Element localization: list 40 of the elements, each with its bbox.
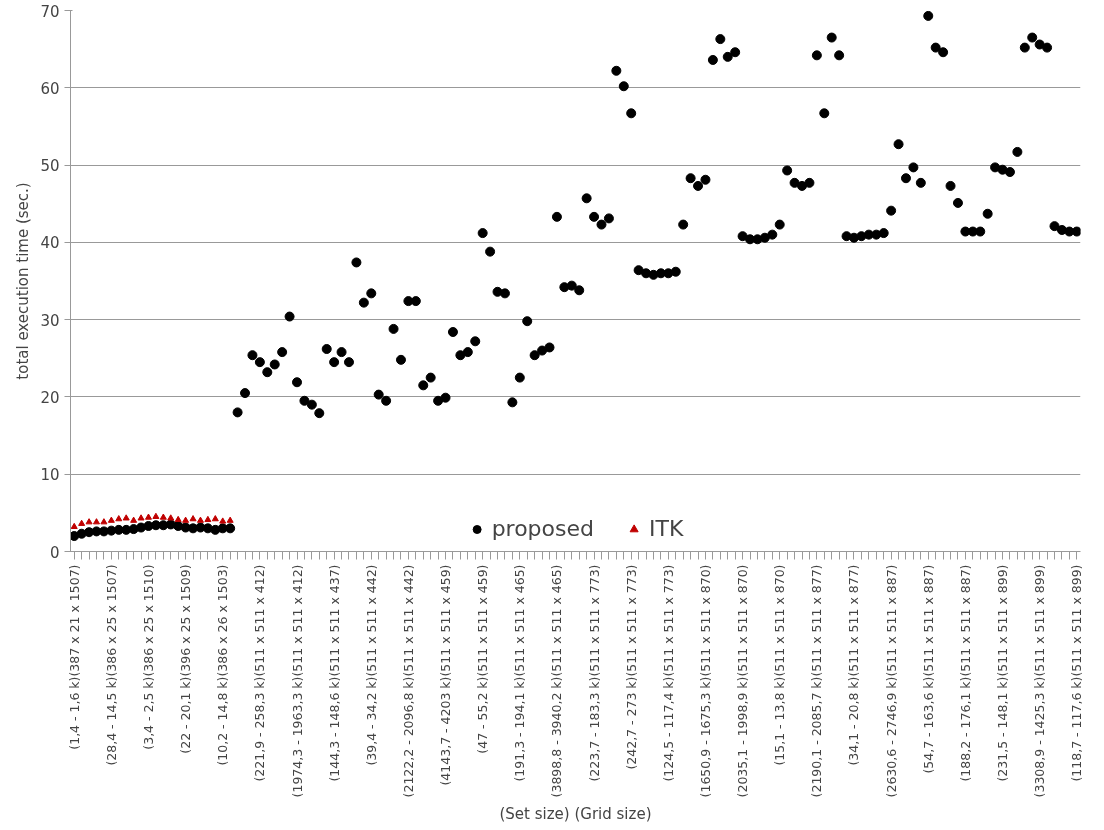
y-tick-label: 70 xyxy=(40,2,60,21)
x-tick-label: (2190,1 - 2085,7 k)(511 x 511 x 877) xyxy=(809,564,825,798)
x-tick-label: (242,7 - 273 k)(511 x 511 x 773) xyxy=(623,564,639,770)
x-tick-label: (2035,1 - 1998,9 k)(511 x 511 x 870) xyxy=(735,564,751,798)
y-tick-label: 30 xyxy=(40,311,60,330)
x-tick-label: (231,5 - 148,1 k)(511 x 511 x 899) xyxy=(995,564,1011,782)
y-tick-label: 20 xyxy=(40,388,60,407)
x-tick-label: (1650,9 - 1675,3 k)(511 x 511 x 870) xyxy=(697,564,713,798)
y-tick-label: 60 xyxy=(40,79,60,98)
x-tick-label: (1,4 - 1,6 k)(387 x 21 x 1507) xyxy=(66,564,82,750)
x-tick-label: (191,3 - 194,1 k)(511 x 511 x 465) xyxy=(512,564,528,782)
x-tick-label: (188,2 - 176,1 k)(511 x 511 x 887) xyxy=(957,564,973,782)
x-tick-label: (34,1 - 20,8 k)(511 x 511 x 877) xyxy=(846,564,862,766)
x-tick-label: (2122,2 - 2096,8 k)(511 x 511 x 442) xyxy=(400,564,416,798)
y-tick-label: 50 xyxy=(40,157,60,176)
x-tick-label: (3308,9 - 1425,3 k)(511 x 511 x 899) xyxy=(1032,564,1048,798)
x-tick-label: (47 - 55,2 k)(511 x 511 x 459) xyxy=(475,564,491,754)
y-axis-title: total execution time (sec.) xyxy=(14,182,33,380)
x-tick-label: (144,3 - 148,6 k)(511 x 511 x 437) xyxy=(326,564,342,782)
legend-label: ITK xyxy=(649,516,684,541)
x-tick-label: (10,2 - 14,8 k)(386 x 26 x 1503) xyxy=(215,564,231,766)
x-tick-label: (54,7 - 163,6 k)(511 x 511 x 887) xyxy=(920,564,936,774)
x-tick-label: (3898,8 - 3940,2 k)(511 x 511 x 465) xyxy=(549,564,565,798)
x-tick-label: (118,7 - 117,6 k)(511 x 511 x 899) xyxy=(1069,564,1085,782)
x-tick-label: (28,4 - 14,5 k)(386 x 25 x 1507) xyxy=(103,564,119,766)
x-tick-label: (221,9 - 258,3 k)(511 x 511 x 412) xyxy=(252,564,268,782)
x-tick-label: (3,4 - 2,5 k)(386 x 25 x 1510) xyxy=(140,564,156,750)
x-tick-label: (124,5 - 117,4 k)(511 x 511 x 773) xyxy=(660,564,676,782)
legend-label: proposed xyxy=(491,516,595,541)
x-axis-title: (Set size) (Grid size) xyxy=(499,805,652,824)
x-tick-label: (2630,6 - 2746,9 k)(511 x 511 x 887) xyxy=(883,564,899,798)
x-tick-label: (39,4 - 34,2 k)(511 x 511 x 442) xyxy=(363,564,379,766)
x-tick-label: (15,1 - 13,8 k)(511 x 511 x 870) xyxy=(772,564,788,766)
x-tick-label: (22 - 20,1 k)(396 x 25 x 1509) xyxy=(178,564,194,754)
x-tick-label: (1974,3 - 1963,3 k)(511 x 511 x 412) xyxy=(289,564,305,798)
x-tick-label: (223,7 - 183,3 k)(511 x 511 x 773) xyxy=(586,564,602,782)
x-tick-label: (4143,7 - 4203 k)(511 x 511 x 459) xyxy=(438,564,454,786)
y-tick-label: 40 xyxy=(40,234,60,253)
y-tick-label: 0 xyxy=(49,543,60,562)
y-tick-label: 10 xyxy=(40,466,60,485)
